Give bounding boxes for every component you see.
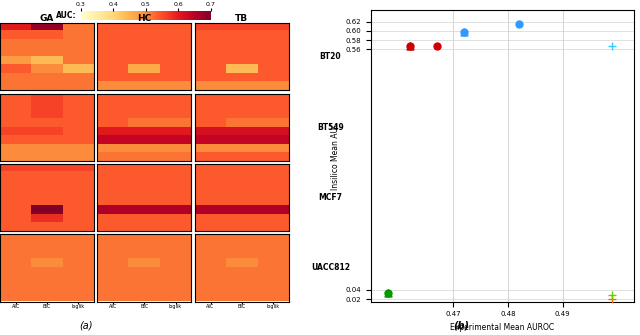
Title: TB: TB bbox=[235, 14, 248, 23]
Title: GA: GA bbox=[40, 14, 54, 23]
Point bbox=[432, 43, 442, 48]
Point bbox=[607, 297, 617, 302]
Y-axis label: UACC812: UACC812 bbox=[311, 264, 350, 272]
Point bbox=[383, 290, 393, 296]
Text: AUC:: AUC: bbox=[56, 11, 76, 19]
Point bbox=[607, 43, 617, 48]
Point bbox=[607, 293, 617, 298]
Title: HC: HC bbox=[137, 14, 152, 23]
Point bbox=[383, 290, 393, 296]
Text: (b): (b) bbox=[453, 320, 468, 330]
Y-axis label: BT549: BT549 bbox=[317, 123, 344, 132]
X-axis label: Experimental Mean AUROC: Experimental Mean AUROC bbox=[451, 323, 554, 332]
Y-axis label: BT20: BT20 bbox=[319, 53, 341, 61]
Point bbox=[514, 22, 524, 27]
Y-axis label: MCF7: MCF7 bbox=[318, 193, 342, 202]
Point bbox=[404, 43, 415, 48]
Point bbox=[459, 29, 469, 35]
Point bbox=[404, 43, 415, 48]
Point bbox=[459, 29, 469, 35]
Y-axis label: Insilico Mean AUC: Insilico Mean AUC bbox=[332, 122, 340, 190]
Text: (a): (a) bbox=[79, 320, 93, 330]
